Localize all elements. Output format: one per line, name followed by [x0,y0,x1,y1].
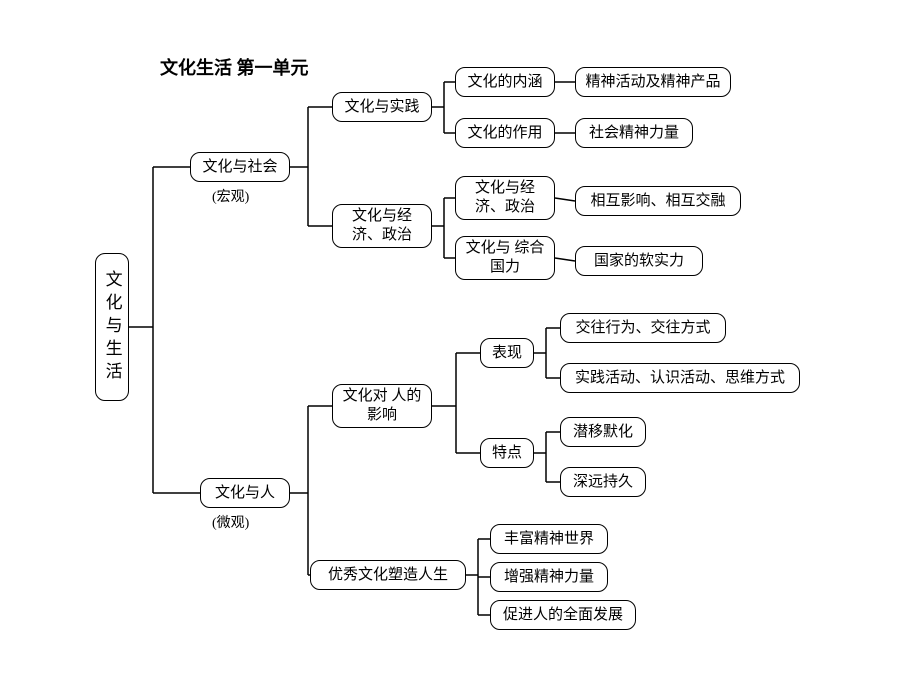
node-l4b: 社会精神力量 [575,118,693,148]
node-label: 潜移默化 [573,423,633,442]
node-label: 文化与经 济、政治 [339,207,425,245]
node-label: 优秀文化塑造人生 [328,566,448,585]
node-root: 文化与生活 [95,253,129,401]
node-l4e: 交往行为、交往方式 [560,313,726,343]
node-l4i: 丰富精神世界 [490,524,608,554]
diagram-title: 文化生活 第一单元 [160,54,309,80]
node-label: 精神活动及精神产品 [585,73,720,92]
node-label: 文化与生活 [101,270,122,385]
node-label: 相互影响、相互交融 [590,192,725,211]
node-l4k: 促进人的全面发展 [490,600,636,630]
node-label: 交往行为、交往方式 [575,319,710,338]
node-label: 增强精神力量 [504,568,594,587]
node-l4j: 增强精神力量 [490,562,608,592]
node-l3b: 文化的作用 [455,118,555,148]
node-label: 文化与实践 [344,98,419,117]
node-l2a: 文化与实践 [332,92,432,122]
node-label: 文化与 综合国力 [462,239,548,277]
node-label: 文化与社会 [202,158,277,177]
node-label: 深远持久 [573,473,633,492]
node-l4g: 潜移默化 [560,417,646,447]
node-label: 丰富精神世界 [504,530,594,549]
node-subtitle-l1a_sub: (宏观) [212,186,249,206]
node-l2b: 文化与经 济、政治 [332,204,432,248]
node-l4h: 深远持久 [560,467,646,497]
node-l2c: 文化对 人的影响 [332,384,432,428]
node-subtitle-l1b_sub: (微观) [212,512,249,532]
node-label: 文化的作用 [467,124,542,143]
node-l4f: 实践活动、认识活动、思维方式 [560,363,800,393]
node-l4c: 相互影响、相互交融 [575,186,741,216]
node-label: 文化与人 [215,484,275,503]
node-label: 国家的软实力 [594,252,684,271]
node-l1a: 文化与社会 [190,152,290,182]
node-l3a: 文化的内涵 [455,67,555,97]
node-l3e: 表现 [480,338,534,368]
node-label: 文化的内涵 [467,73,542,92]
node-l3d: 文化与 综合国力 [455,236,555,280]
node-label: 促进人的全面发展 [503,606,623,625]
diagram-canvas: 文化生活 第一单元 文化与生活 文化与社会 (宏观) 文化与人 (微观) 文化与实践文化与… [0,0,920,690]
node-label: 特点 [492,444,522,463]
node-l1b: 文化与人 [200,478,290,508]
node-label: 文化对 人的影响 [339,387,425,425]
node-label: 社会精神力量 [589,124,679,143]
node-label: 实践活动、认识活动、思维方式 [575,369,785,388]
node-label: 文化与经 济、政治 [462,179,548,217]
node-l3c: 文化与经 济、政治 [455,176,555,220]
node-l2d: 优秀文化塑造人生 [310,560,466,590]
node-l4d: 国家的软实力 [575,246,703,276]
node-label: 表现 [492,344,522,363]
node-l3f: 特点 [480,438,534,468]
node-l4a: 精神活动及精神产品 [575,67,731,97]
